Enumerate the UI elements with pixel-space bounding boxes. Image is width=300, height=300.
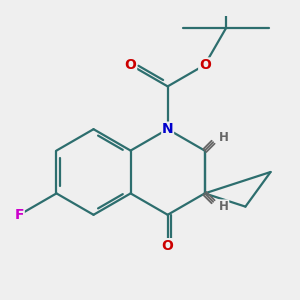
Text: F: F — [15, 208, 24, 222]
Text: N: N — [162, 122, 173, 136]
Text: O: O — [125, 58, 136, 72]
Text: H: H — [219, 131, 229, 144]
Text: O: O — [199, 58, 211, 72]
Text: H: H — [219, 200, 229, 213]
Text: O: O — [162, 239, 174, 253]
